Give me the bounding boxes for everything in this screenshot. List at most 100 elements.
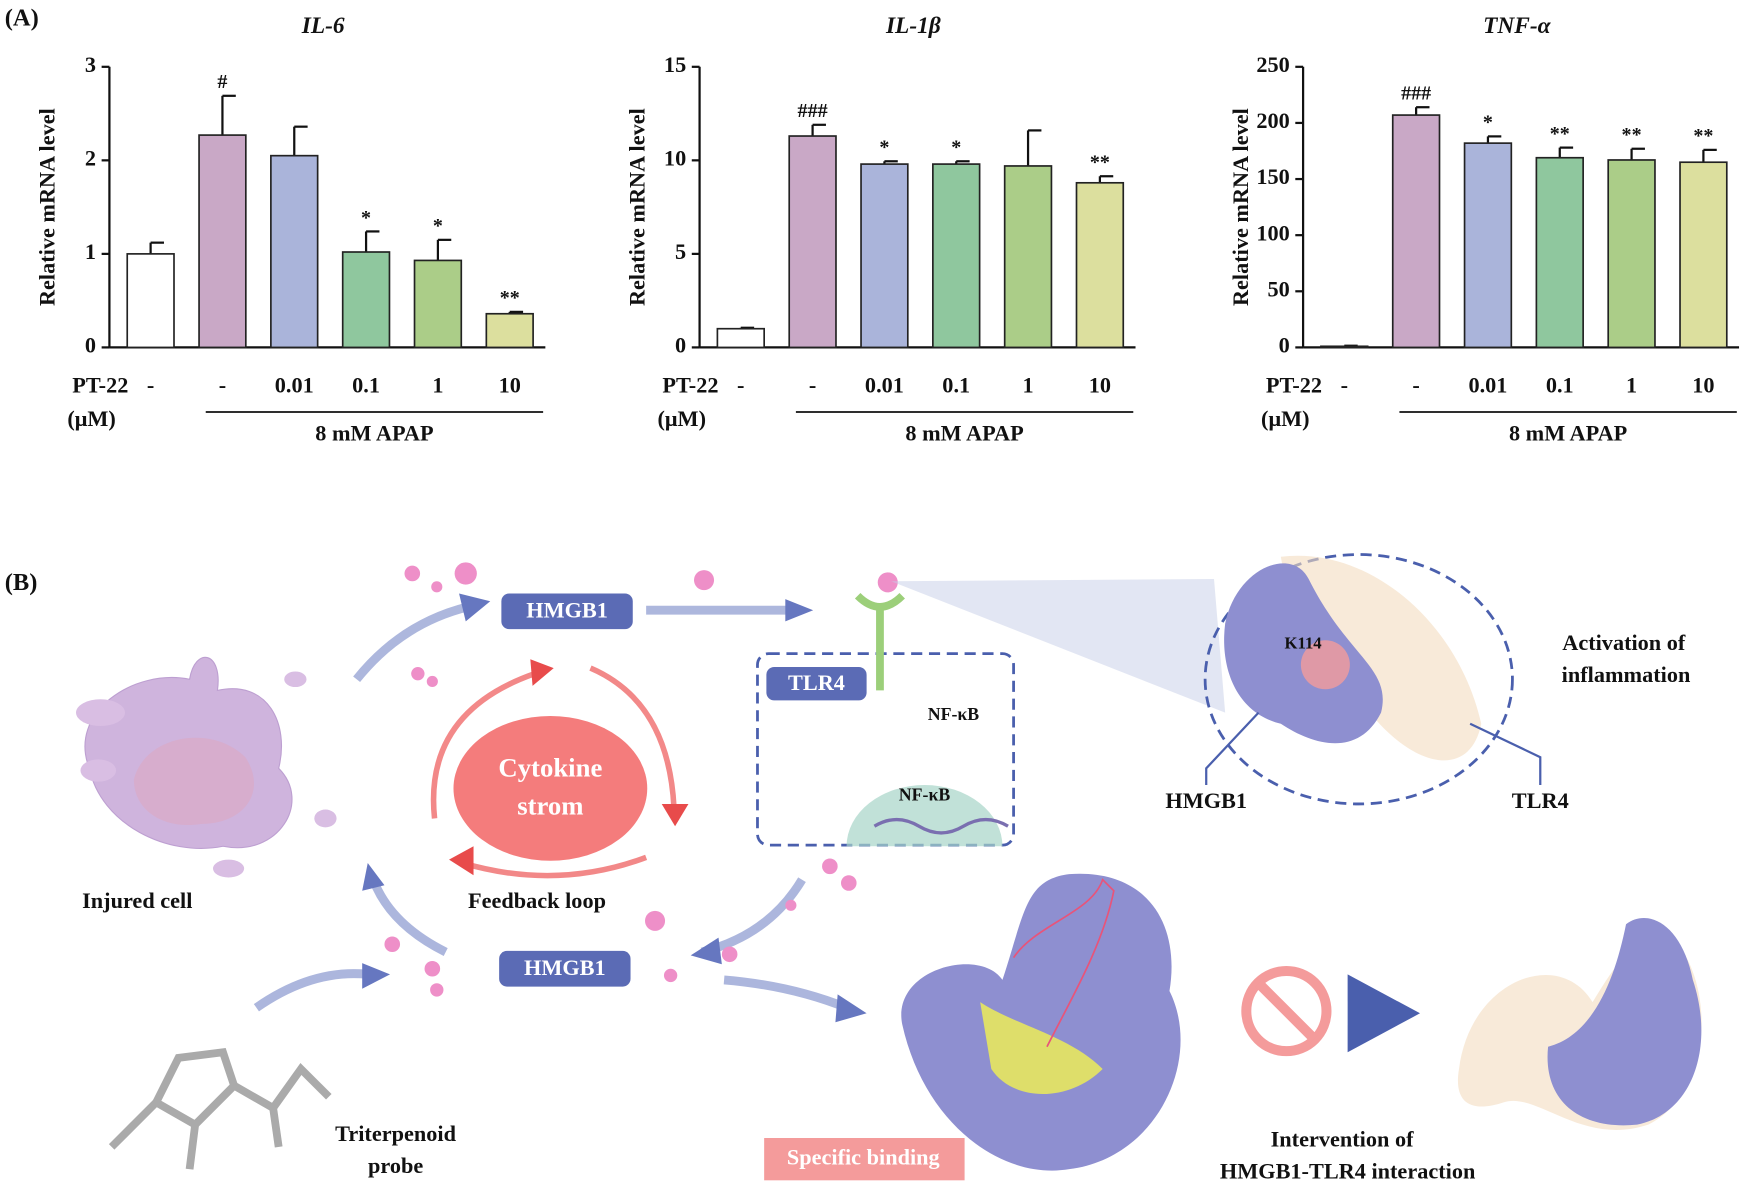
bar	[1003, 165, 1053, 349]
injured-cell	[76, 656, 337, 878]
x-tick-label: 0.1	[1546, 373, 1574, 398]
significance-label: *	[361, 207, 371, 229]
treatment-label: PT-22	[662, 373, 718, 398]
bar	[1075, 181, 1125, 349]
particles	[384, 562, 898, 997]
bar	[198, 134, 247, 349]
significance-label: ###	[1401, 83, 1431, 105]
tlr4-label-box	[766, 666, 867, 701]
bar	[270, 154, 319, 349]
y-tick-label: 5	[675, 239, 686, 264]
prohibition-bar	[1255, 979, 1318, 1043]
treatment-label: PT-22	[1266, 373, 1322, 398]
dna	[873, 817, 1009, 835]
diagram-label: probe	[368, 1153, 423, 1178]
leader-lines	[1205, 711, 1542, 786]
x-tick-label: -	[737, 373, 744, 398]
hmgb1-box	[501, 593, 633, 630]
charts: IL-6 Relative mRNA level 0 1 2 3 - # - 0.01 * 0.1 * 1…	[34, 13, 1740, 445]
y-tick-label: 10	[664, 145, 686, 170]
x-tick-label: 0.01	[1468, 373, 1507, 398]
x-tick-label: 1	[1022, 373, 1033, 398]
panel-label: (B)	[5, 569, 38, 596]
diagram-label: Intervention of	[1271, 1126, 1414, 1151]
hmgb1-structure	[1224, 563, 1383, 744]
cytokine-storm	[453, 715, 648, 861]
feedback-loop	[430, 665, 677, 879]
diagram-label: Activation of	[1562, 630, 1686, 655]
hmgb1-structure	[1547, 918, 1702, 1126]
y-tick-label: 0	[85, 333, 96, 358]
chart-title: IL-6	[301, 13, 345, 39]
significance-label: **	[1693, 125, 1713, 147]
significance-label: **	[1622, 124, 1642, 146]
bar	[932, 163, 981, 349]
diagram-label: HMGB1	[526, 598, 608, 623]
diagram-label: Specific binding	[787, 1144, 940, 1169]
diagram-label: Injured cell	[82, 888, 192, 913]
x-tick-label: 10	[1089, 373, 1111, 398]
diagram-label: K114	[1285, 634, 1323, 653]
significance-label: *	[879, 137, 889, 159]
prohibition-sign	[1241, 965, 1332, 1057]
chart-title: TNF-α	[1483, 13, 1552, 39]
y-tick-label: 100	[1256, 220, 1289, 245]
intervention-arrow	[1347, 974, 1421, 1053]
diagram-label: Feedback loop	[468, 888, 606, 913]
bar	[716, 327, 765, 349]
diagram-label: strom	[517, 791, 583, 821]
unit-label: (μM)	[67, 406, 115, 431]
group-label: 8 mM APAP	[905, 420, 1023, 445]
y-axis-label: Relative mRNA level	[625, 108, 650, 306]
x-tick-label: 10	[1692, 373, 1714, 398]
y-tick-label: 3	[85, 52, 96, 77]
unit-label: (μM)	[1261, 406, 1309, 431]
y-axis-label: Relative mRNA level	[34, 108, 59, 306]
diagram: Injured cell HMGB1	[76, 553, 1702, 1184]
diagram-label: HMGB1	[524, 955, 606, 980]
x-tick-label: 0.01	[275, 373, 314, 398]
x-tick-label: -	[1341, 373, 1348, 398]
group-label: 8 mM APAP	[315, 420, 433, 445]
diagram-label: HMGB1	[1165, 788, 1247, 813]
diagram-label: TLR4	[788, 670, 845, 695]
bar	[1463, 142, 1513, 349]
panel-label: (A)	[5, 5, 39, 32]
binding-pocket	[980, 1002, 1103, 1095]
diagram-label: Cytokine	[498, 753, 602, 783]
y-tick-label: 1	[85, 239, 96, 264]
group-label: 8 mM APAP	[1509, 420, 1627, 445]
zoom-cone	[891, 579, 1226, 713]
diagram-label: NF-κB	[899, 784, 951, 804]
significance-label: *	[1483, 112, 1493, 134]
significance-label: *	[433, 215, 443, 237]
diagram-label: HMGB1-TLR4 interaction	[1220, 1159, 1476, 1184]
significance-label: ###	[798, 100, 828, 122]
x-tick-label: -	[1412, 373, 1419, 398]
nucleus	[846, 785, 1003, 847]
y-tick-label: 0	[1279, 333, 1290, 358]
x-tick-label: 10	[499, 373, 521, 398]
bar	[341, 251, 391, 349]
significance-label: **	[1090, 152, 1110, 174]
bar	[485, 312, 534, 349]
x-tick-label: -	[147, 373, 154, 398]
bar	[126, 253, 175, 349]
diagram-label: NF-κB	[928, 704, 980, 724]
bar	[1320, 345, 1369, 349]
x-tick-label: 1	[1626, 373, 1637, 398]
bar	[1607, 159, 1656, 349]
unit-label: (μM)	[658, 406, 706, 431]
y-axis-label: Relative mRNA level	[1228, 108, 1253, 306]
receptor	[854, 592, 905, 691]
x-tick-label: -	[219, 373, 226, 398]
diagram-label: TLR4	[1512, 788, 1569, 813]
ligand-outline	[1012, 878, 1115, 1048]
chart-title: IL-1β	[885, 13, 941, 39]
diagram-label: inflammation	[1562, 662, 1691, 687]
molecule	[108, 1048, 332, 1170]
x-tick-label: 0.1	[352, 373, 380, 398]
x-tick-label: 1	[432, 373, 443, 398]
x-tick-label: 0.01	[865, 373, 904, 398]
y-tick-label: 0	[675, 333, 686, 358]
